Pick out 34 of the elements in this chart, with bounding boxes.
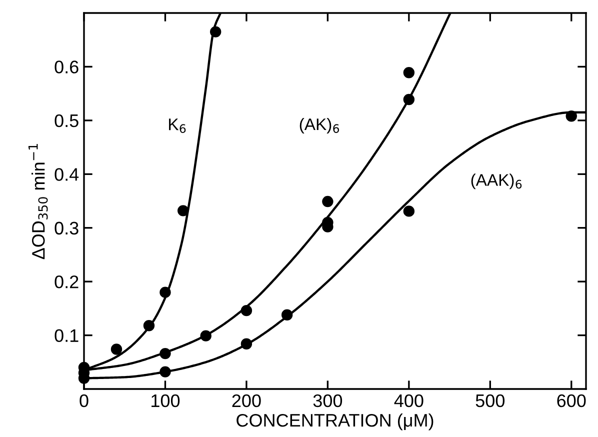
point xyxy=(160,348,171,360)
x-tick-label: 200 xyxy=(232,394,261,408)
series-label: (AAK)$_{6}$ xyxy=(471,174,522,190)
point xyxy=(281,309,293,320)
x-tick-label: 400 xyxy=(394,394,424,408)
point xyxy=(143,320,155,332)
point xyxy=(200,330,212,342)
x-tick-label: 0 xyxy=(80,394,88,408)
point xyxy=(240,304,252,316)
x-tick-label: 500 xyxy=(476,394,505,408)
text: (AK)$_{6}$ xyxy=(300,118,340,134)
x-tick-label: 300 xyxy=(313,394,342,408)
y-tick-label: 0.5 xyxy=(54,114,78,128)
point xyxy=(160,366,171,378)
x-tick-label: 600 xyxy=(557,394,586,408)
y-tick-label: 0.1 xyxy=(54,329,78,342)
point xyxy=(210,26,222,38)
point xyxy=(403,94,415,106)
y-axis-title: ΔOD$_{350}$ min$^{−1}$ xyxy=(28,144,48,260)
point xyxy=(403,67,415,78)
y-tick-label: 0.6 xyxy=(54,60,78,74)
series-label: K$_{6}$ xyxy=(169,118,186,133)
point xyxy=(403,206,415,217)
y-tick-label: 0.2 xyxy=(54,276,78,288)
y-tick-label: 0.3 xyxy=(54,222,78,235)
point xyxy=(110,344,122,355)
point xyxy=(566,110,577,122)
point xyxy=(322,196,334,208)
x-axis-title: CONCENTRATION (μM) xyxy=(236,413,434,430)
point xyxy=(177,205,189,216)
point xyxy=(240,338,252,350)
point xyxy=(160,286,171,298)
y-tick-label: 0.4 xyxy=(54,168,79,181)
x-tick-label: 100 xyxy=(152,394,180,408)
